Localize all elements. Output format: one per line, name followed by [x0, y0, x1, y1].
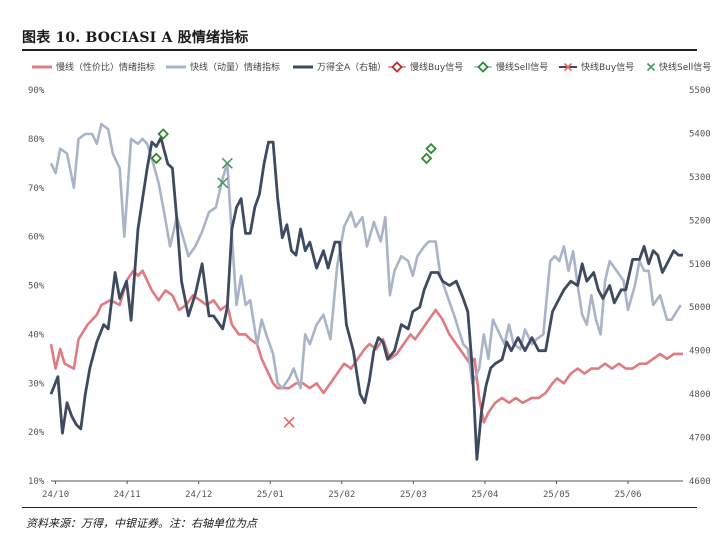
x-tick-label: 25/06 — [614, 490, 641, 500]
legend-label: 慢线Sell信号 — [496, 61, 548, 73]
slow-sell-marker — [157, 128, 169, 140]
title-rule — [22, 49, 697, 51]
y-left-tick-label: 60% — [28, 233, 45, 243]
slow-sell-marker — [150, 152, 163, 165]
x-tick-label: 25/05 — [543, 490, 570, 500]
legend-item: 慢线（性价比）情绪指标 — [32, 61, 155, 73]
y-right-tick-label: 5400 — [689, 129, 711, 139]
y-left-tick-label: 40% — [28, 330, 45, 340]
y-left-tick-label: 80% — [28, 135, 45, 145]
legend-item: 快线Buy信号 — [559, 61, 634, 73]
y-right-tick-label: 4800 — [689, 390, 711, 400]
y-right-tick-label: 4600 — [689, 477, 711, 487]
legend-label: 万得全A（右轴） — [317, 61, 386, 73]
y-left-tick-label: 10% — [28, 477, 45, 487]
legend-item: 快线Sell信号 — [646, 61, 711, 73]
y-right-tick-label: 5100 — [689, 260, 711, 270]
legend-swatch-marker — [563, 62, 573, 72]
series-index-line — [49, 136, 683, 461]
chart-title: 图表 10. BOCIASI A 股情绪指标 — [22, 30, 249, 46]
x-tick-label: 25/03 — [400, 490, 427, 500]
x-tick-label: 25/02 — [328, 490, 355, 500]
series-slow-line — [49, 269, 683, 424]
source-note: 资料来源：万得，中银证券。注：右轴单位为点 — [26, 517, 257, 530]
signal-markers — [150, 128, 437, 428]
legend-item: 快线（动量）情绪指标 — [166, 61, 280, 73]
legend-label: 慢线Buy信号 — [410, 61, 463, 73]
legend-swatch-marker — [646, 62, 656, 72]
y-right-tick-label: 5500 — [689, 86, 711, 96]
legend-item: 慢线Sell信号 — [474, 61, 548, 73]
legend: 慢线（性价比）情绪指标 快线（动量）情绪指标 万得全A（右轴） 慢线Buy信号 慢线Se… — [32, 61, 711, 73]
source-rule — [22, 507, 697, 508]
legend-swatch-marker — [391, 61, 403, 73]
x-tick-label: 25/04 — [471, 490, 498, 500]
x-tick-label: 24/12 — [185, 490, 212, 500]
legend-swatch-marker — [477, 61, 489, 73]
legend-label: 快线（动量）情绪指标 — [190, 61, 280, 73]
y-left-tick-label: 50% — [28, 282, 45, 292]
slow-sell-marker — [420, 152, 433, 165]
series-fast-line — [49, 122, 682, 390]
legend-label: 快线Buy信号 — [581, 61, 634, 73]
fast-sell-marker — [221, 157, 233, 169]
x-tick-label: 25/01 — [257, 490, 284, 500]
y-left-tick-label: 30% — [28, 379, 45, 389]
y-left-tick-label: 70% — [28, 184, 45, 194]
legend-label: 慢线（性价比）情绪指标 — [56, 61, 155, 73]
y-right-tick-label: 5300 — [689, 173, 711, 183]
slow-sell-marker — [425, 142, 437, 155]
series-lines — [49, 122, 683, 461]
x-tick-label: 24/11 — [114, 490, 141, 500]
fast-buy-marker — [283, 416, 295, 428]
y-right-tick-label: 4900 — [689, 347, 711, 357]
y-left-tick-label: 20% — [28, 428, 45, 438]
legend-item: 万得全A（右轴） — [293, 61, 386, 73]
legend-label: 快线Sell信号 — [659, 61, 711, 73]
axes: 10% 20% 30% 40% 50% 60% 70% 80% 90% 4600 4700 4800 4… — [28, 86, 711, 500]
y-left-tick-label: 90% — [28, 86, 45, 96]
y-right-tick-label: 4700 — [689, 434, 711, 444]
x-tick-label: 24/10 — [42, 490, 69, 500]
y-right-tick-label: 5000 — [689, 303, 711, 313]
legend-item: 慢线Buy信号 — [388, 61, 463, 73]
y-right-tick-label: 5200 — [689, 216, 711, 226]
fast-sell-marker — [217, 177, 229, 189]
